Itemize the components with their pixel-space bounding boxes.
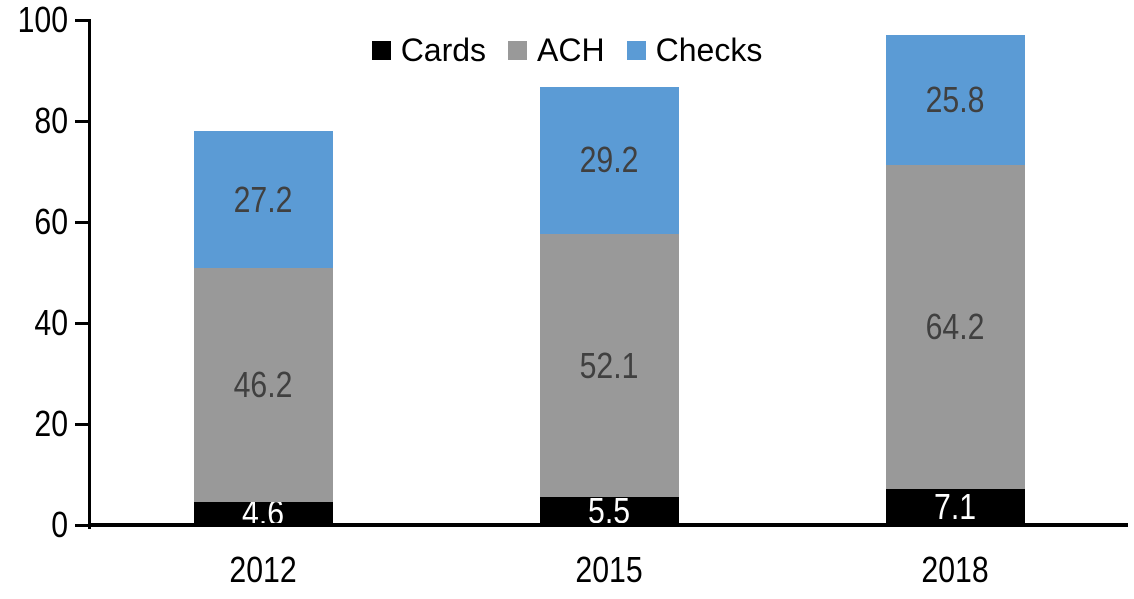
y-tick-label: 40 (0, 305, 68, 341)
y-axis-line (88, 19, 91, 529)
y-tick-mark (75, 220, 88, 224)
bar-segment-checks: 25.8 (885, 34, 1025, 165)
bar-segment-ach: 46.2 (193, 268, 333, 502)
y-tick-label: 0 (0, 507, 68, 543)
y-tick-mark (75, 119, 88, 123)
y-tick-value: 60 (34, 201, 68, 242)
x-category-label: 2012 (183, 552, 343, 588)
y-tick-value: 20 (34, 403, 68, 444)
legend-item-ach: ACH (508, 34, 605, 66)
y-tick-mark (75, 523, 88, 527)
data-label: 29.2 (579, 139, 639, 181)
bar-segment-checks: 27.2 (193, 131, 333, 269)
x-category-value: 2018 (921, 549, 989, 590)
x-category-value: 2012 (229, 549, 297, 590)
bar-segment-cards: 7.1 (885, 486, 1025, 528)
legend-item-cards: Cards (371, 32, 487, 68)
data-label: 25.8 (925, 78, 985, 120)
legend-marker-icon (626, 40, 646, 60)
x-category-value: 2015 (575, 549, 643, 590)
legend-item-checks: Checks (626, 32, 763, 68)
bar-segment-ach: 64.2 (885, 164, 1025, 490)
y-tick-label: 60 (0, 204, 68, 240)
data-label: 27.2 (233, 178, 293, 220)
x-category-label: 2015 (529, 552, 689, 588)
legend-marker-icon (508, 40, 528, 60)
data-label: 7.1 (933, 486, 977, 528)
bar-segment-cards: 4.6 (193, 495, 333, 531)
y-tick-value: 100 (17, 0, 68, 40)
x-category-label: 2018 (875, 552, 1035, 588)
legend-label: Checks (655, 32, 763, 68)
y-tick-mark (75, 422, 88, 426)
data-label: 46.2 (233, 364, 293, 406)
y-tick-label: 100 (0, 2, 68, 38)
y-tick-label: 20 (0, 406, 68, 442)
x-axis-line (88, 523, 1128, 527)
data-label: 52.1 (579, 344, 639, 386)
bar-segment-cards: 5.5 (539, 493, 679, 529)
y-tick-label: 80 (0, 103, 68, 139)
bar-segment-checks: 29.2 (539, 86, 679, 235)
y-tick-mark (75, 18, 88, 22)
chart-legend: Cards ACH Checks (0, 30, 1134, 70)
legend-label: ACH (537, 32, 605, 68)
legend-label: Cards (400, 32, 487, 68)
data-label: 64.2 (925, 306, 985, 348)
y-tick-mark (75, 321, 88, 325)
bar-segment-ach: 52.1 (539, 234, 679, 498)
data-label: 5.5 (587, 490, 631, 532)
y-tick-value: 0 (51, 504, 68, 545)
y-tick-value: 80 (34, 100, 68, 141)
legend-marker-icon (371, 40, 391, 60)
y-tick-value: 40 (34, 302, 68, 343)
